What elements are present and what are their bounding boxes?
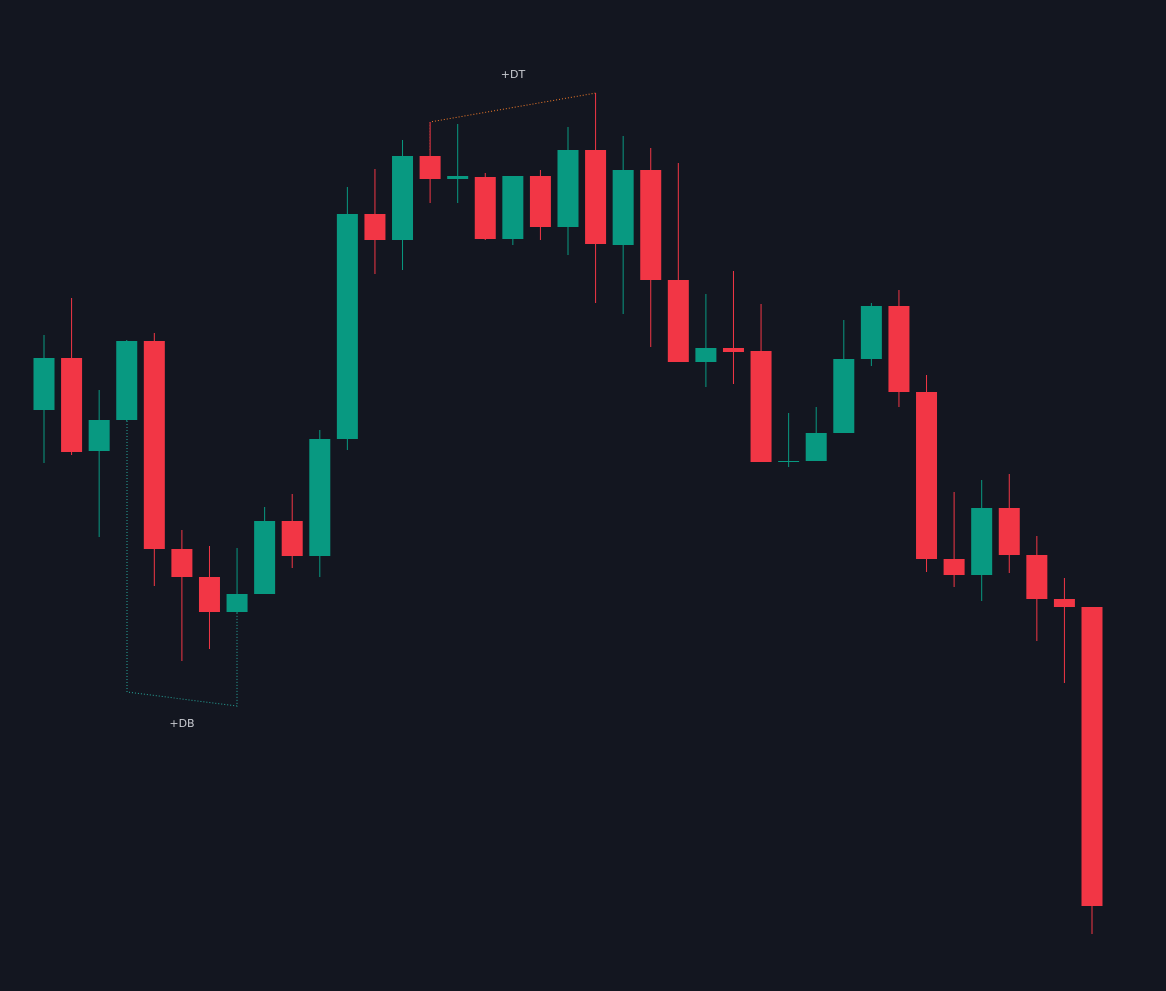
- candle-body: [281, 521, 303, 556]
- candle-body: [143, 341, 165, 549]
- candle-body: [971, 508, 993, 575]
- candle-body: [860, 306, 882, 359]
- candle-body: [778, 461, 800, 462]
- candle-body: [529, 176, 551, 227]
- candle-body: [585, 150, 607, 244]
- candle-body: [998, 508, 1020, 555]
- candle-body: [612, 170, 634, 245]
- annotation-label: +DB: [169, 717, 194, 730]
- candle-body: [695, 348, 717, 362]
- candle-body: [171, 549, 193, 577]
- candle-body: [943, 559, 965, 575]
- candle-body: [364, 214, 386, 240]
- double-bottom-line: [126, 421, 238, 707]
- candle-body: [116, 341, 138, 420]
- candle-body: [419, 156, 441, 179]
- candle-body: [474, 177, 496, 239]
- candle-body: [640, 170, 662, 280]
- candle-body: [33, 358, 55, 410]
- candle-body: [805, 433, 827, 461]
- annotation-label: +DT: [501, 68, 526, 81]
- candle-body: [888, 306, 910, 392]
- candle-body: [1026, 555, 1048, 599]
- candle-body: [502, 176, 524, 239]
- candle-body: [336, 214, 358, 439]
- candle-body: [447, 176, 469, 179]
- candle-body: [392, 156, 414, 240]
- candle-body: [61, 358, 83, 452]
- candle-body: [226, 594, 248, 612]
- candle-body: [750, 351, 772, 462]
- candle-body: [557, 150, 579, 227]
- candle-body: [1081, 607, 1103, 906]
- candle-body: [722, 348, 744, 352]
- candle-body: [1053, 599, 1075, 607]
- candle-body: [667, 280, 689, 362]
- candle-body: [88, 420, 110, 451]
- candle-body: [309, 439, 331, 556]
- candle-body: [198, 577, 220, 612]
- candle-body: [916, 392, 938, 559]
- candle-body: [833, 359, 855, 433]
- candle-body: [254, 521, 276, 594]
